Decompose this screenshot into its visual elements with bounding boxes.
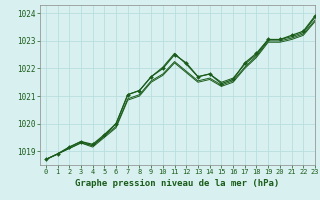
X-axis label: Graphe pression niveau de la mer (hPa): Graphe pression niveau de la mer (hPa) xyxy=(76,179,280,188)
